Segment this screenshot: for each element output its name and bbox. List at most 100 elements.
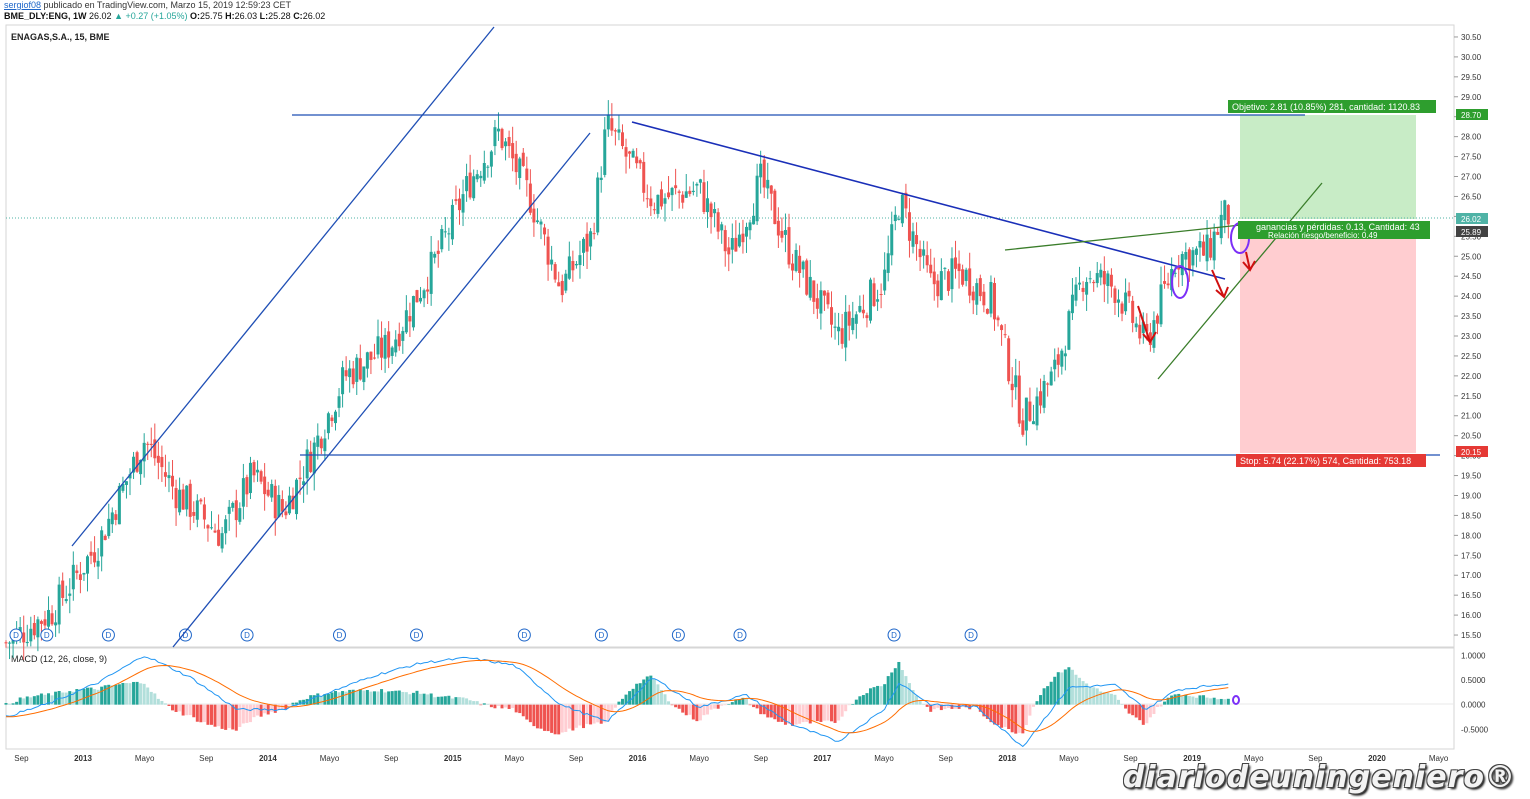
macd-histogram-bar <box>1194 697 1198 705</box>
candle-body <box>241 478 245 507</box>
price-tick-label: 18.00 <box>1461 531 1482 540</box>
macd-histogram-bar <box>419 693 423 705</box>
macd-histogram-bar <box>479 704 483 706</box>
candle-body <box>231 502 235 508</box>
breakout-circle-1[interactable] <box>1171 265 1189 299</box>
candlestick-series <box>4 100 1230 660</box>
macd-histogram-bar <box>1102 692 1106 705</box>
wedge-lower-line[interactable] <box>1157 182 1323 380</box>
candle-body <box>989 282 993 314</box>
macd-histogram-bar <box>985 704 989 719</box>
macd-histogram <box>4 661 1230 735</box>
candle-body <box>1216 231 1220 235</box>
candle-body <box>1116 299 1120 303</box>
macd-histogram-bar <box>440 696 444 705</box>
macd-histogram-bar <box>539 704 543 729</box>
candle-body <box>167 475 171 479</box>
macd-histogram-bar <box>139 683 143 705</box>
candle-body <box>511 143 515 159</box>
drawings[interactable] <box>71 26 1440 648</box>
candle-body <box>22 632 26 643</box>
candle-body <box>213 530 217 533</box>
candle-body <box>139 459 143 475</box>
candle-body <box>553 264 557 280</box>
channel-upper-line[interactable] <box>71 26 495 547</box>
candle-body <box>1124 292 1128 312</box>
macd-histogram-bar <box>330 692 334 705</box>
candle-body <box>1205 234 1209 262</box>
candle-body <box>635 156 639 164</box>
long-position-tool[interactable] <box>1240 115 1416 453</box>
macd-histogram-bar <box>1095 688 1099 705</box>
candle-body <box>603 129 607 175</box>
candle-body <box>564 273 568 291</box>
price-tick-label: 15.50 <box>1461 631 1482 640</box>
macd-histogram-bar <box>833 704 837 723</box>
candle-body <box>606 114 610 130</box>
macd-axis[interactable]: 1.0000 0.5000 0.0000 -0.5000 <box>1461 651 1489 734</box>
macd-histogram-bar <box>688 704 692 715</box>
macd-histogram-bar <box>390 691 394 705</box>
candle-body <box>295 479 299 515</box>
macd-histogram-bar <box>663 694 667 705</box>
macd-histogram-bar <box>1003 704 1007 727</box>
macd-histogram-bar <box>185 704 189 716</box>
price-tick-label: 30.50 <box>1461 33 1482 42</box>
candle-body <box>29 628 33 642</box>
macd-histogram-bar <box>638 683 642 705</box>
macd-histogram-bar <box>93 689 97 705</box>
author-link[interactable]: sergiof08 <box>4 0 42 10</box>
candle-body <box>323 438 327 452</box>
macd-histogram-bar <box>1223 699 1227 705</box>
dividend-marker-circle <box>733 628 747 642</box>
candle-body <box>1191 250 1195 266</box>
candle-body <box>532 208 536 223</box>
candle-body <box>543 227 547 235</box>
time-axis[interactable]: Sep 2013 Mayo Sep 2014 Mayo Sep 2015 Mayo Sep 2016… <box>14 754 1449 763</box>
macd-histogram-bar <box>989 704 993 723</box>
macd-histogram-bar <box>142 683 146 705</box>
candle-body <box>737 234 741 247</box>
macd-histogram-bar <box>426 694 430 705</box>
macd-histogram-bar <box>468 700 472 705</box>
candle-body <box>868 279 872 321</box>
time-tick-label: Sep <box>1308 754 1323 763</box>
macd-histogram-bar <box>71 691 75 705</box>
macd-histogram-bar <box>266 704 270 715</box>
stop-price-tag <box>1456 446 1488 457</box>
candle-body <box>1014 375 1018 388</box>
time-tick-label: 2020 <box>1368 754 1386 763</box>
macd-histogram-bar <box>603 704 607 723</box>
macd-histogram-bar <box>851 704 855 705</box>
price-axis[interactable]: 30.5030.0029.5029.0028.5028.0027.5027.00… <box>1454 33 1482 640</box>
wedge-upper-line[interactable] <box>1004 223 1251 251</box>
candle-body <box>1145 323 1149 332</box>
price-tick-label: 17.00 <box>1461 571 1482 580</box>
candle-body <box>628 151 632 154</box>
macd-histogram-bar <box>741 697 745 705</box>
time-tick-label: Sep <box>939 754 954 763</box>
macd-histogram-bar <box>146 687 150 705</box>
channel-lower-line[interactable] <box>172 132 591 648</box>
candle-body <box>861 309 865 314</box>
macd-histogram-bar <box>4 703 8 705</box>
macd-histogram-bar <box>1106 692 1110 705</box>
candle-body <box>8 642 12 644</box>
macd-histogram-bar <box>606 704 610 722</box>
macd-histogram-bar <box>982 704 986 717</box>
candle-body <box>195 500 199 520</box>
macd-histogram-bar <box>783 704 787 725</box>
candle-body <box>1109 274 1113 287</box>
candle-body <box>337 396 341 408</box>
dividend-marker-label: D <box>106 631 112 640</box>
candle-body <box>514 153 518 173</box>
macd-histogram-bar <box>528 704 532 723</box>
candle-body <box>390 347 394 356</box>
published-text: publicado en TradingView.com, Marzo 15, … <box>43 0 292 10</box>
candle-body <box>929 264 933 274</box>
macd-histogram-bar <box>25 696 29 705</box>
downtrend-line[interactable] <box>631 121 1226 280</box>
price-tick-label: 27.50 <box>1461 153 1482 162</box>
macd-histogram-bar <box>567 704 571 729</box>
